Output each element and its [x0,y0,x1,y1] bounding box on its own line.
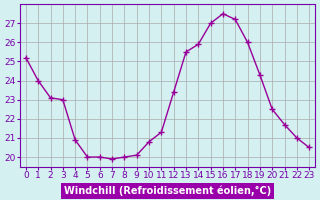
X-axis label: Windchill (Refroidissement éolien,°C): Windchill (Refroidissement éolien,°C) [64,185,271,196]
